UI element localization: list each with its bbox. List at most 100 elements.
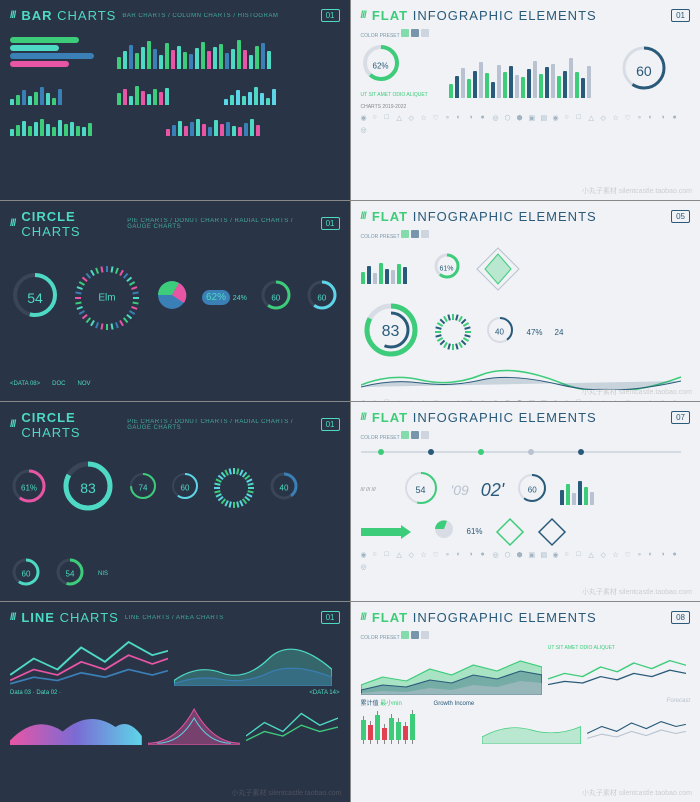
donut-40: 40: [485, 315, 515, 350]
watermark: 小丸子素材 silentcastle.taobao.com: [582, 387, 692, 397]
diamond-2: [537, 517, 567, 547]
panel-title: FLAT INFOGRAPHIC ELEMENTS: [372, 410, 597, 425]
slash-icon: ///: [10, 612, 15, 623]
panel-badge: 01: [321, 217, 340, 230]
header: /// CIRCLE CHARTS PIE CHARTS / DONUT CHA…: [10, 410, 340, 440]
donut-83: 83: [60, 458, 116, 519]
panel-badge: 01: [321, 9, 340, 22]
panel-title: FLAT INFOGRAPHIC ELEMENTS: [372, 610, 597, 625]
chart-labels: 累计值 最小min Growth Income Forecast: [361, 698, 691, 707]
val-02: 02': [481, 480, 504, 501]
pct-47: 47%: [527, 328, 543, 337]
color-preset-label: COLOR PRESET: [361, 29, 691, 39]
panel-badge: 01: [321, 611, 340, 624]
donut-60: 60: [619, 43, 669, 98]
header: /// CIRCLE CHARTS PIE CHARTS / DONUT CHA…: [10, 209, 340, 239]
donut-60: 60: [170, 471, 200, 506]
area-chart-1: [174, 631, 332, 686]
area-small: [482, 709, 581, 744]
watermark: 小丸子素材 silentcastle.taobao.com: [582, 788, 692, 798]
bar-chart-main: [117, 29, 331, 69]
timeline: [361, 445, 691, 459]
panel-flat-08: /// FLAT INFOGRAPHIC ELEMENTS 08 COLOR P…: [351, 602, 700, 802]
panel-badge: 08: [671, 611, 690, 624]
watermark: 小丸子素材 silentcastle.taobao.com: [231, 788, 341, 798]
diamond-radar: [473, 244, 523, 294]
slash-icon: ///: [10, 10, 15, 21]
panel-subtitle: PIE CHARTS / DONUT CHARTS / RADIAL CHART…: [127, 419, 314, 431]
bell-curve: [148, 700, 240, 745]
panel-badge: 05: [671, 210, 690, 223]
data-labels: Data 03 · Data 02 · <DATA 14>: [10, 690, 340, 696]
donut-61: 61%: [433, 252, 461, 285]
mini-bars: [560, 475, 610, 505]
panel-title: CIRCLE CHARTS: [21, 410, 121, 440]
color-preset-label: COLOR PRESET: [361, 230, 691, 240]
donut-40: 40: [268, 470, 300, 507]
icon-row: ◉○□△◇☆♡⚬◐◑●◎⬡⬢▣▤◉○□△◇☆♡⚬◐◑●◎: [361, 399, 691, 401]
bar-chart-bottom-1: [10, 111, 158, 136]
pie-small: [433, 518, 455, 545]
watermark: 小丸子素材 silentcastle.taobao.com: [582, 186, 692, 196]
pct-label: 62% 24%: [202, 292, 247, 303]
panel-badge: 01: [671, 9, 690, 22]
slash-icon: ///: [361, 211, 366, 222]
slash-icon: ///: [10, 218, 15, 229]
panel-badge: 07: [671, 411, 690, 424]
slash-icon: ///: [361, 412, 366, 423]
wave-lines: [587, 709, 686, 744]
bar-chart-small-1: [10, 75, 109, 105]
val-24: 24: [555, 328, 564, 337]
watermark: 小丸子素材 silentcastle.taobao.com: [582, 587, 692, 597]
stripes: /// /// ///: [361, 487, 391, 493]
stacked-area: [361, 645, 542, 695]
icon-row: ◉○□△◇☆♡⚬◐◑●◎⬡⬢▣▤◉○□△◇☆♡⚬◐◑●◎: [361, 114, 691, 134]
gradient-area: [10, 700, 142, 745]
panel-flat-07: /// FLAT INFOGRAPHIC ELEMENTS 07 COLOR P…: [351, 402, 700, 602]
donut-54: 54: [54, 556, 86, 593]
panel-subtitle: BAR CHARTS / COLUMN CHARTS / HISTOGRAM: [122, 13, 278, 19]
slash-icon: ///: [361, 612, 366, 623]
line-forecast: [548, 651, 686, 691]
radial-ticks: [433, 312, 473, 352]
slash-icon: ///: [10, 419, 15, 430]
donut-54: 54: [10, 270, 60, 325]
panel-flat-05: /// FLAT INFOGRAPHIC ELEMENTS 05 COLOR P…: [351, 201, 700, 401]
bar-chart-bottom-2: [166, 111, 331, 136]
panel-title: BAR CHARTS: [21, 8, 116, 23]
header: /// FLAT INFOGRAPHIC ELEMENTS 08: [361, 610, 691, 625]
panel-title: FLAT INFOGRAPHIC ELEMENTS: [372, 209, 597, 224]
line-chart-1: [10, 631, 168, 686]
multi-line: [246, 700, 338, 745]
header: /// LINE CHARTS LINE CHARTS / AREA CHART…: [10, 610, 340, 625]
candlestick: [361, 709, 476, 744]
panel-line-charts: /// LINE CHARTS LINE CHARTS / AREA CHART…: [0, 602, 350, 802]
doc-label: DOC: [52, 381, 65, 387]
header: /// BAR CHARTS BAR CHARTS / COLUMN CHART…: [10, 8, 340, 23]
panel-bar-charts: /// BAR CHARTS BAR CHARTS / COLUMN CHART…: [0, 0, 350, 200]
panel-circle-charts-2: /// CIRCLE CHARTS PIE CHARTS / DONUT CHA…: [0, 402, 350, 602]
panel-subtitle: PIE CHARTS / DONUT CHARTS / RADIAL CHART…: [127, 218, 314, 230]
donut-74: 74: [128, 471, 158, 506]
ring-60: 60: [516, 472, 548, 509]
donut-60b: 60: [10, 556, 42, 593]
panel-title: CIRCLE CHARTS: [21, 209, 121, 239]
slash-icon: ///: [361, 10, 366, 21]
color-preset-label: COLOR PRESET: [361, 431, 691, 441]
footer-label: CHARTS 2019-2022: [361, 104, 691, 110]
nov-label: NOV: [78, 381, 91, 387]
bar-chart-small-3: [224, 75, 339, 105]
radial-burst: Elm: [72, 263, 142, 333]
val-09: '09: [451, 482, 469, 498]
ring-54: 54: [403, 470, 439, 511]
panel-title: LINE CHARTS: [21, 610, 118, 625]
data-tag: <DATA 08>: [10, 381, 40, 387]
panel-badge: 01: [321, 418, 340, 431]
bar-chart-main: [449, 43, 611, 98]
bar-chart-small-2: [117, 75, 216, 105]
donut-60a: 60: [259, 278, 293, 317]
header: /// FLAT INFOGRAPHIC ELEMENTS 05: [361, 209, 691, 224]
mini-bars: [361, 254, 421, 284]
color-preset-label: COLOR PRESET: [361, 631, 691, 641]
donut-83: 83: [361, 300, 421, 365]
